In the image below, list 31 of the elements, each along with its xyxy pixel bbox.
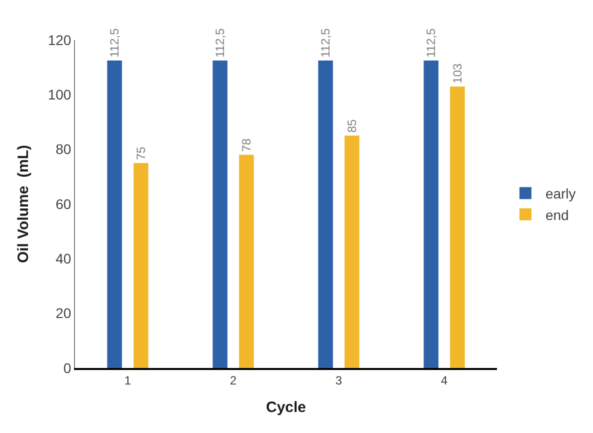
y-tick-label: 0 — [63, 360, 72, 376]
bar — [450, 86, 465, 368]
data-label: 112,5 — [108, 28, 122, 58]
legend-label: early — [545, 186, 576, 202]
bar — [134, 163, 148, 368]
y-tick-label: 40 — [56, 250, 72, 267]
bar — [239, 154, 254, 368]
x-axis-title: Cycle — [266, 398, 306, 416]
y-tick-label: 60 — [56, 196, 72, 212]
data-label: 112,5 — [213, 28, 228, 58]
x-tick-label: 4 — [440, 373, 448, 388]
data-label: 103 — [450, 63, 464, 84]
legend-label: end — [545, 206, 569, 223]
bar — [424, 60, 438, 368]
data-label: 112,5 — [424, 28, 438, 58]
x-tick-label: 3 — [335, 373, 342, 388]
y-tick-label: 120 — [48, 32, 72, 48]
y-axis-title: Oil Volume (mL) — [15, 144, 32, 264]
data-label: 112,5 — [318, 28, 333, 58]
y-tick-label: 100 — [48, 86, 72, 103]
bar — [107, 60, 122, 368]
bar — [344, 136, 360, 368]
x-tick-label: 1 — [124, 373, 132, 388]
x-tick-label: 2 — [230, 373, 237, 388]
bar — [212, 60, 228, 368]
bar — [318, 60, 333, 368]
y-tick-label: 80 — [56, 141, 72, 158]
data-label: 78 — [239, 138, 254, 152]
y-tick-label: 20 — [56, 305, 72, 322]
data-label: 85 — [344, 118, 359, 133]
data-label: 75 — [134, 146, 148, 160]
